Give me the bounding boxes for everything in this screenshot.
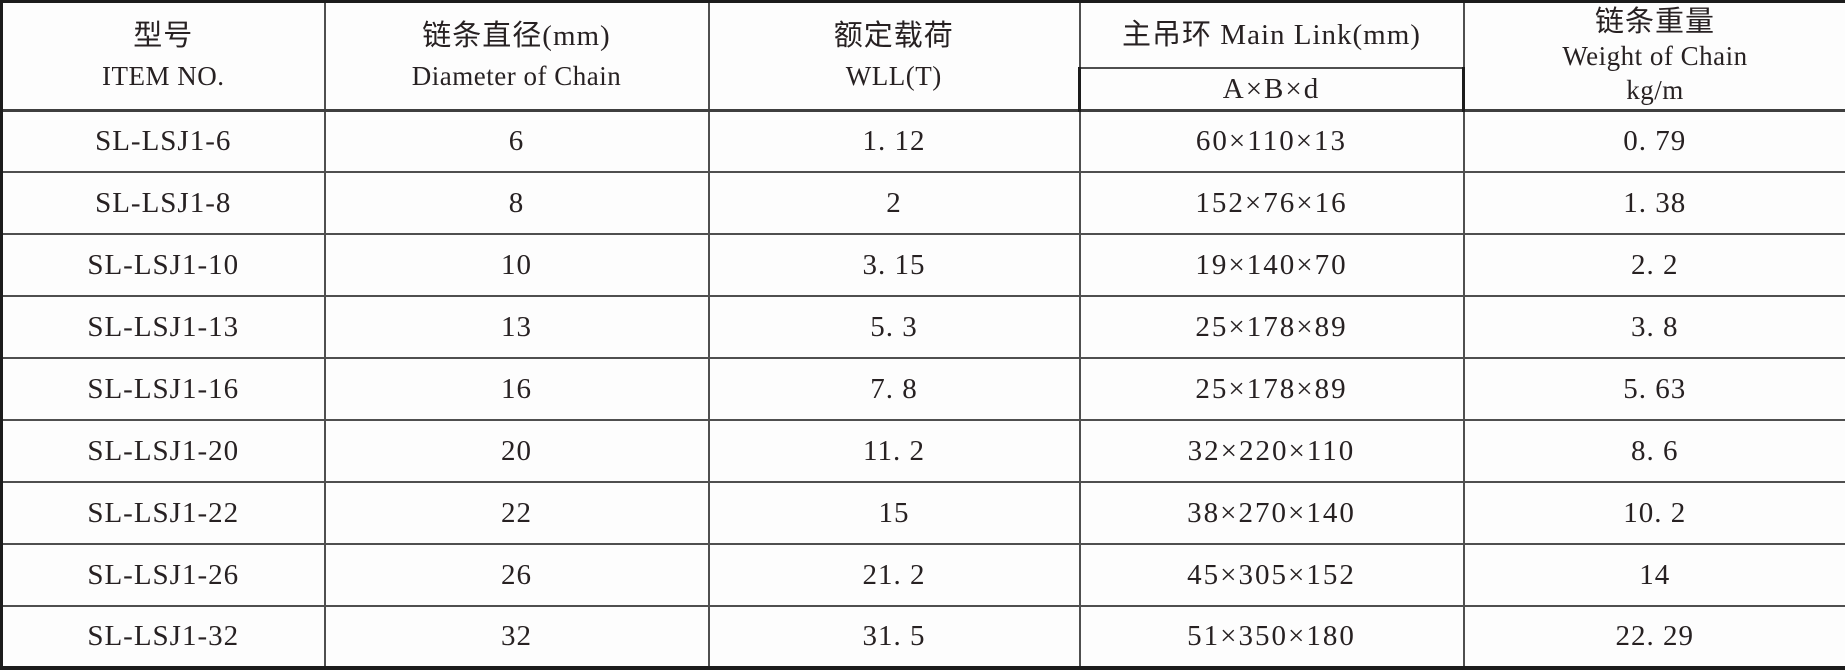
cell-weight: 10. 2	[1464, 482, 1845, 544]
col-header-wll: 额定载荷 WLL(T)	[709, 2, 1080, 111]
col-header-item-no-en: ITEM NO.	[3, 56, 324, 96]
cell-main-link: 32×220×110	[1080, 420, 1464, 482]
cell-main-link: 19×140×70	[1080, 234, 1464, 296]
cell-wll: 2	[709, 172, 1080, 234]
col-header-weight-zh: 链条重量	[1465, 5, 1845, 39]
cell-wll: 5. 3	[709, 296, 1080, 358]
table-header: 型号 ITEM NO. 链条直径(mm) Diameter of Chain 额…	[2, 2, 1845, 111]
col-header-diameter-en: Diameter of Chain	[326, 56, 708, 96]
cell-weight: 8. 6	[1464, 420, 1845, 482]
cell-weight: 0. 79	[1464, 110, 1845, 172]
cell-diameter: 16	[325, 358, 709, 420]
cell-weight: 14	[1464, 544, 1845, 606]
cell-main-link: 25×178×89	[1080, 296, 1464, 358]
cell-wll: 3. 15	[709, 234, 1080, 296]
cell-weight: 2. 2	[1464, 234, 1845, 296]
cell-wll: 31. 5	[709, 606, 1080, 668]
cell-item-no: SL-LSJ1-13	[2, 296, 325, 358]
cell-diameter: 20	[325, 420, 709, 482]
col-header-main-link-label: 主吊环 Main Link(mm)	[1081, 15, 1463, 55]
col-header-diameter: 链条直径(mm) Diameter of Chain	[325, 2, 709, 111]
cell-diameter: 32	[325, 606, 709, 668]
cell-main-link: 45×305×152	[1080, 544, 1464, 606]
cell-diameter: 10	[325, 234, 709, 296]
cell-weight: 22. 29	[1464, 606, 1845, 668]
cell-item-no: SL-LSJ1-16	[2, 358, 325, 420]
cell-diameter: 26	[325, 544, 709, 606]
cell-item-no: SL-LSJ1-10	[2, 234, 325, 296]
cell-item-no: SL-LSJ1-32	[2, 606, 325, 668]
cell-wll: 15	[709, 482, 1080, 544]
cell-wll: 21. 2	[709, 544, 1080, 606]
col-subheader-axbxd: A×B×d	[1080, 68, 1464, 111]
cell-weight: 1. 38	[1464, 172, 1845, 234]
col-header-wll-zh: 额定载荷	[710, 16, 1079, 56]
cell-diameter: 13	[325, 296, 709, 358]
cell-wll: 7. 8	[709, 358, 1080, 420]
cell-main-link: 152×76×16	[1080, 172, 1464, 234]
cell-item-no: SL-LSJ1-26	[2, 544, 325, 606]
col-header-item-no: 型号 ITEM NO.	[2, 2, 325, 111]
col-header-item-no-zh: 型号	[3, 16, 324, 56]
col-header-weight: 链条重量 Weight of Chain kg/m	[1464, 2, 1845, 111]
col-header-diameter-zh: 链条直径(mm)	[326, 16, 708, 56]
cell-main-link: 51×350×180	[1080, 606, 1464, 668]
cell-weight: 5. 63	[1464, 358, 1845, 420]
cell-main-link: 25×178×89	[1080, 358, 1464, 420]
col-header-wll-en: WLL(T)	[710, 56, 1079, 96]
cell-item-no: SL-LSJ1-8	[2, 172, 325, 234]
cell-main-link: 38×270×140	[1080, 482, 1464, 544]
col-header-weight-unit: kg/m	[1465, 73, 1845, 107]
cell-main-link: 60×110×13	[1080, 110, 1464, 172]
cell-item-no: SL-LSJ1-6	[2, 110, 325, 172]
col-header-weight-en: Weight of Chain	[1465, 39, 1845, 73]
cell-wll: 1. 12	[709, 110, 1080, 172]
cell-wll: 11. 2	[709, 420, 1080, 482]
cell-item-no: SL-LSJ1-22	[2, 482, 325, 544]
cell-diameter: 8	[325, 172, 709, 234]
cell-weight: 3. 8	[1464, 296, 1845, 358]
col-header-main-link: 主吊环 Main Link(mm)	[1080, 2, 1464, 68]
cell-diameter: 22	[325, 482, 709, 544]
cell-item-no: SL-LSJ1-20	[2, 420, 325, 482]
header-row-top: 型号 ITEM NO. 链条直径(mm) Diameter of Chain 额…	[2, 2, 1845, 68]
cell-diameter: 6	[325, 110, 709, 172]
